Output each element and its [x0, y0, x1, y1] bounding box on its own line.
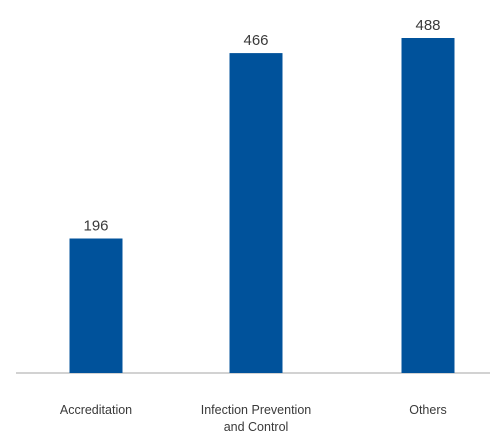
- value-label-3: 488: [415, 17, 440, 34]
- category-label-line: Others: [409, 403, 447, 417]
- category-label-line: Accreditation: [60, 403, 132, 417]
- bars-group: [69, 38, 455, 373]
- value-label-2: 466: [243, 32, 268, 49]
- category-label-2: Infection Prevention and Control: [201, 403, 312, 434]
- category-label-line: Infection Prevention: [201, 403, 312, 417]
- category-label-line: and Control: [224, 420, 289, 434]
- bar-2: [229, 53, 283, 373]
- bar-3: [401, 38, 455, 373]
- bar-1: [69, 238, 123, 373]
- category-label-3: Others: [409, 403, 447, 417]
- value-labels-group: 196 466 488: [83, 17, 440, 235]
- category-label-1: Accreditation: [60, 403, 132, 417]
- category-labels-group: Accreditation Infection Prevention and Con…: [60, 403, 447, 434]
- value-label-1: 196: [83, 218, 108, 235]
